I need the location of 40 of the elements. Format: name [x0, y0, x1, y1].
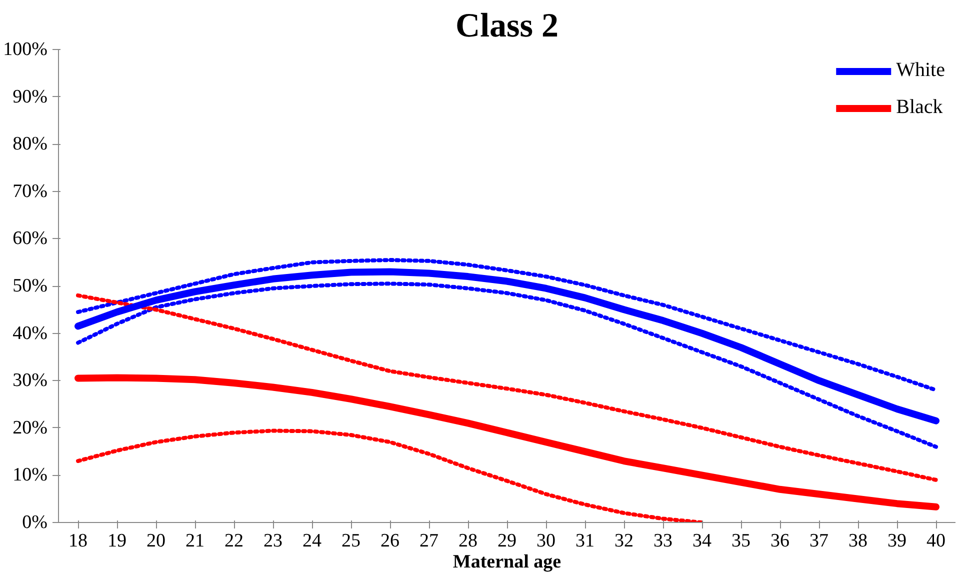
- y-tick-label: 20%: [12, 417, 48, 438]
- line-series: [76, 428, 704, 522]
- x-tick-label: 29: [498, 530, 516, 552]
- y-tick-label: 100%: [3, 39, 48, 60]
- x-tick-label: 36: [770, 530, 790, 552]
- x-tick-label: 18: [68, 530, 88, 552]
- y-tick-label: 0%: [22, 512, 48, 533]
- x-tick-label: 26: [380, 530, 400, 552]
- x-tick-label: 20: [146, 530, 166, 552]
- y-tick-label: 40%: [12, 322, 48, 344]
- x-tick-label: 25: [342, 530, 360, 552]
- x-tick-label: 35: [732, 530, 750, 552]
- y-tick-label: 30%: [12, 370, 48, 392]
- y-tick-label: 90%: [12, 86, 48, 108]
- x-tick-label: 23: [264, 530, 282, 552]
- x-tick-label: 38: [848, 530, 868, 552]
- y-tick-label: 50%: [12, 276, 48, 296]
- x-tick-label: 27: [420, 530, 438, 552]
- x-tick-label: 31: [576, 530, 594, 552]
- x-tick-label: 32: [614, 530, 634, 552]
- x-tick-label: 33: [654, 530, 672, 552]
- x-tick-label: 24: [302, 530, 322, 552]
- x-tick-label: 39: [888, 530, 906, 552]
- x-tick-label: 22: [224, 530, 244, 552]
- x-axis-title: Maternal age: [452, 552, 562, 572]
- x-tick-label: 19: [108, 530, 126, 552]
- x-tick-label: 21: [186, 530, 204, 552]
- line-series: [76, 293, 938, 482]
- x-tick-label: 37: [810, 530, 828, 552]
- y-tick-label: 10%: [12, 464, 48, 486]
- legend-label: Black: [896, 96, 943, 119]
- y-tick-label: 70%: [12, 180, 48, 202]
- x-tick-label: 34: [692, 530, 712, 552]
- x-tick-label: 28: [458, 530, 478, 552]
- y-tick-label: 60%: [12, 228, 48, 250]
- x-tick-label: 40: [926, 530, 946, 552]
- chart-title: Class 2: [456, 8, 558, 44]
- legend-label: White: [896, 59, 945, 82]
- y-tick-label: 80%: [12, 134, 48, 155]
- x-tick-label: 30: [536, 530, 556, 552]
